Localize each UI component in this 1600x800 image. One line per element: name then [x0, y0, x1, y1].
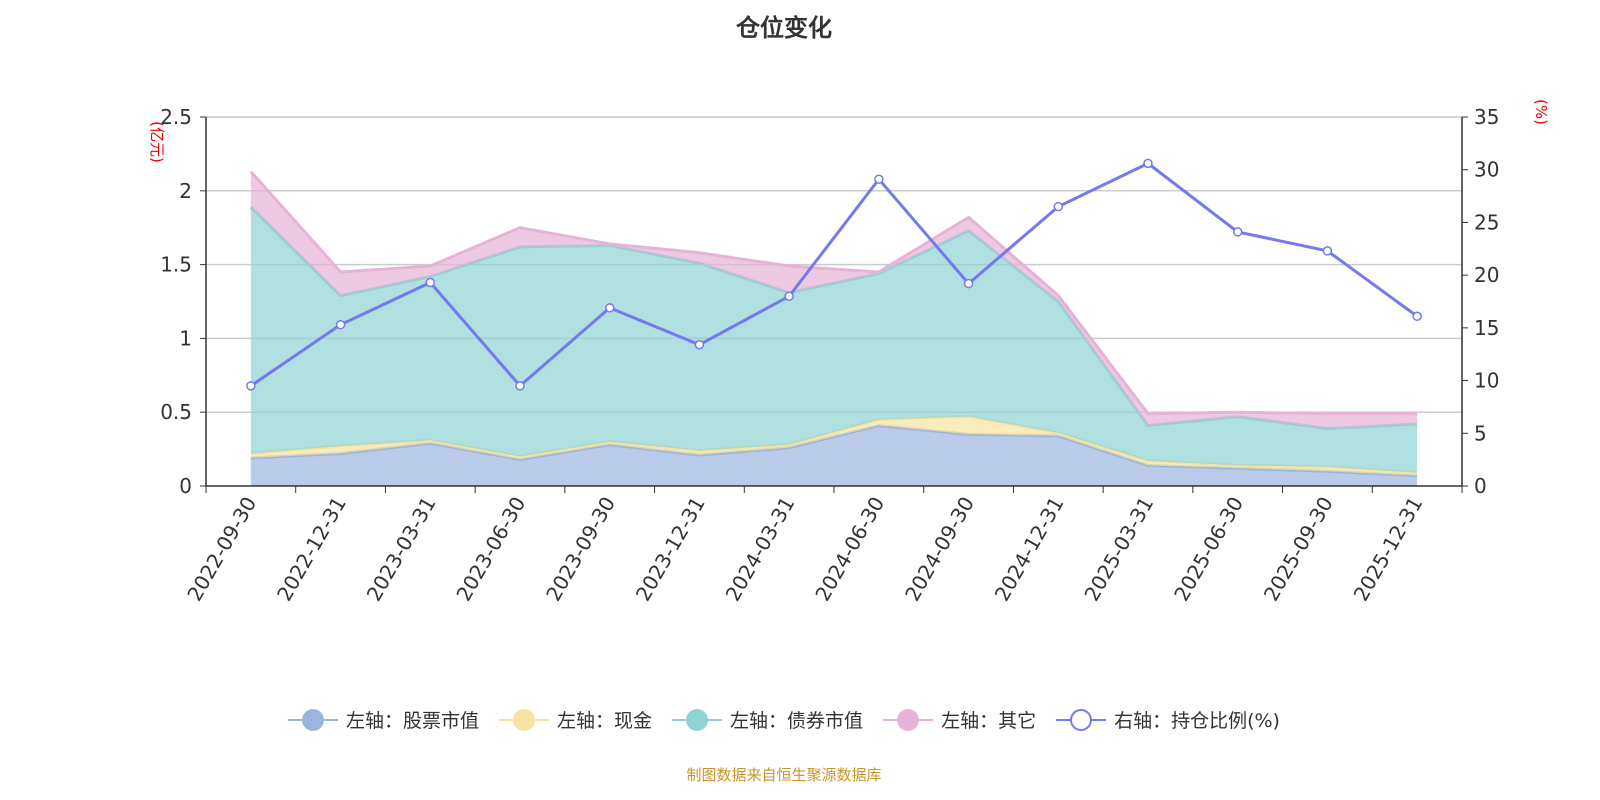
x-axis-tick-label: 2025-06-30 — [1169, 493, 1248, 606]
ratio-point — [1053, 201, 1064, 212]
left-axis-tick-label: 1.5 — [160, 253, 192, 277]
legend-marker-cash-icon — [499, 708, 550, 731]
ratio-point — [874, 174, 884, 184]
x-axis-tick-label: 2022-09-30 — [182, 493, 261, 606]
ratio-point — [1322, 246, 1333, 256]
x-axis-tick-label: 2023-03-31 — [362, 493, 441, 606]
x-axis-tick-label: 2024-12-31 — [990, 493, 1069, 606]
x-axis-tick-label: 2024-06-30 — [810, 493, 889, 606]
ratio-point — [515, 381, 525, 391]
x-axis-tick-label: 2025-03-31 — [1079, 493, 1158, 606]
legend-marker-bond-icon — [672, 708, 723, 731]
ratio-point — [1412, 311, 1422, 322]
x-axis-tick-label: 2025-12-31 — [1349, 493, 1428, 606]
legend-item-other[interactable]: 左轴：其它 — [883, 706, 1036, 733]
right-axis-tick-label: 25 — [1474, 210, 1499, 234]
area-line-左轴：其它 — [249, 170, 1418, 416]
ratio-point — [425, 277, 436, 288]
legend-marker-ratio-icon — [1056, 708, 1107, 731]
ratio-point — [784, 291, 794, 301]
right-axis-tick-label: 15 — [1474, 316, 1499, 340]
left-axis-tick-label: 2.5 — [160, 105, 192, 129]
legend-marker-other-icon — [883, 708, 934, 731]
legend-item-bond[interactable]: 左轴：债券市值 — [672, 706, 863, 733]
ratio-point — [1232, 227, 1243, 237]
right-axis-tick-label: 30 — [1474, 158, 1499, 182]
legend-item-cash[interactable]: 左轴：现金 — [499, 706, 652, 733]
legend-label: 左轴：现金 — [557, 710, 653, 732]
ratio-point — [246, 381, 256, 391]
right-axis-tick-label: 5 — [1474, 421, 1487, 445]
area-左轴：现金 — [250, 416, 1418, 476]
ratio-point — [1143, 158, 1153, 169]
left-axis-tick-label: 1 — [179, 326, 192, 350]
x-axis-tick-label: 2025-09-30 — [1259, 493, 1338, 606]
legend-label: 左轴：其它 — [941, 710, 1037, 732]
x-axis-tick-label: 2024-03-31 — [721, 493, 800, 606]
x-axis-tick-label: 2023-06-30 — [451, 493, 530, 606]
data-source-note: 制图数据来自恒生聚源数据库 — [686, 766, 882, 784]
x-axis-tick-label: 2024-09-30 — [900, 493, 979, 606]
left-axis-tick-label: 0.5 — [160, 400, 192, 424]
chart-title: 仓位变化 — [736, 14, 832, 42]
ratio-point — [335, 319, 346, 330]
area-左轴：股票市值 — [250, 425, 1418, 486]
left-axis-label: (亿元) — [148, 121, 166, 163]
ratio-point — [963, 278, 974, 289]
left-axis-tick-label: 0 — [179, 474, 192, 498]
legend-marker-stock-icon — [288, 708, 339, 731]
left-axis-tick-label: 2 — [179, 179, 192, 203]
ratio-point — [604, 303, 615, 313]
area-左轴：其它 — [250, 171, 1418, 429]
legend-label: 右轴：持仓比例(%) — [1114, 710, 1280, 732]
x-axis-tick-label: 2023-09-30 — [541, 493, 620, 606]
ratio-line — [250, 161, 1419, 388]
right-axis-tick-label: 10 — [1474, 369, 1499, 393]
x-axis-tick-label: 2023-12-31 — [631, 493, 710, 606]
legend-item-ratio[interactable]: 右轴：持仓比例(%) — [1056, 706, 1280, 733]
legend-item-stock[interactable]: 左轴：股票市值 — [288, 706, 479, 733]
right-axis-tick-label: 35 — [1474, 105, 1499, 129]
right-axis-tick-label: 0 — [1474, 474, 1487, 498]
right-axis-label: (%) — [1532, 99, 1550, 125]
legend: 左轴：股票市值 左轴：现金 左轴：债券市值 左轴：其它 右轴：持仓比例(%) — [0, 706, 1568, 733]
area-左轴：债券市值 — [250, 207, 1418, 473]
legend-label: 左轴：股票市值 — [346, 710, 480, 732]
right-axis-tick-label: 20 — [1474, 263, 1499, 287]
x-axis-tick-label: 2022-12-31 — [272, 493, 351, 606]
ratio-point — [694, 339, 705, 350]
legend-label: 左轴：债券市值 — [730, 710, 864, 732]
